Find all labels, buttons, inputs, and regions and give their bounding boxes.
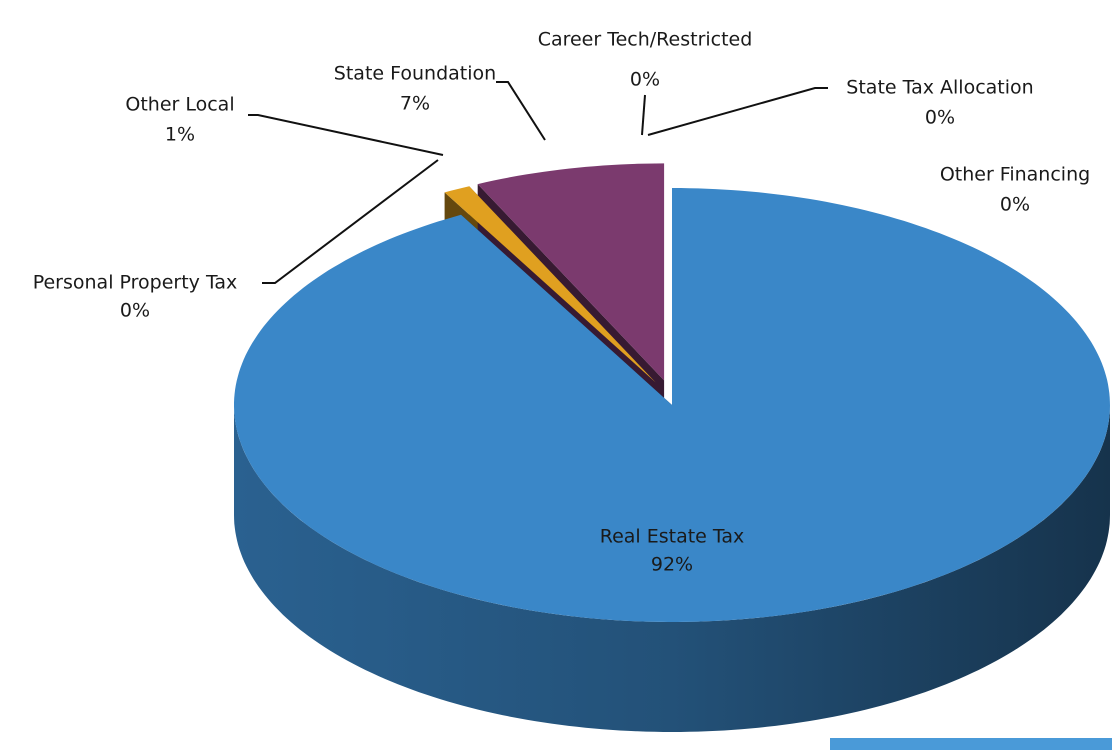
data-label-value: 7% [400, 93, 430, 115]
data-label-name: Other Local [125, 94, 234, 116]
data-label-name: State Foundation [334, 63, 496, 85]
data-label-value: 0% [630, 69, 660, 91]
data-label-value: 0% [120, 300, 150, 322]
slice-side [234, 405, 1110, 732]
data-label-value: 92% [651, 554, 693, 576]
data-label-name: Career Tech/Restricted [538, 29, 753, 51]
data-label-value: 0% [925, 107, 955, 129]
data-label-name: Personal Property Tax [33, 272, 238, 294]
leader-line [647, 87, 828, 136]
leader-line [496, 81, 546, 141]
leader-line [262, 159, 439, 284]
footer-bar [830, 738, 1112, 750]
data-label-name: State Tax Allocation [846, 77, 1033, 99]
leader-line [248, 114, 444, 156]
leader-line [641, 94, 646, 136]
data-label-name: Other Financing [940, 164, 1090, 186]
data-label-value: 0% [1000, 194, 1030, 216]
data-label-name: Real Estate Tax [600, 526, 745, 548]
pie-slice [234, 188, 1110, 622]
pie-slice [444, 186, 656, 383]
data-label-value: 1% [165, 124, 195, 146]
pie-slice [477, 163, 665, 381]
